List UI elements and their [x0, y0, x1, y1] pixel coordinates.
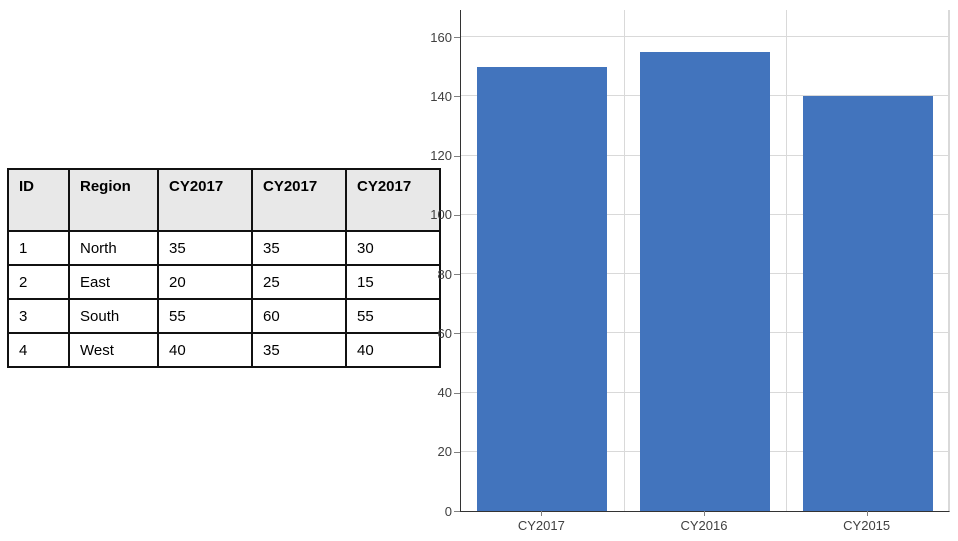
- y-axis-tick-label: 140: [430, 88, 452, 104]
- x-axis-category-label: CY2016: [680, 518, 728, 533]
- bar-cy2016: [640, 51, 770, 511]
- y-axis-tick: [454, 511, 460, 512]
- y-axis-tick-label: 160: [430, 29, 452, 45]
- y-axis-tick: [454, 274, 460, 275]
- bar-cy2015: [802, 96, 933, 511]
- x-axis-tick: [704, 511, 705, 516]
- chart-plot-area: [460, 10, 950, 512]
- table-cell-id: 3: [7, 298, 70, 334]
- table-cell-value: 60: [251, 298, 347, 334]
- table-cell-value: 35: [251, 332, 347, 368]
- table-cell-value: 40: [345, 332, 441, 368]
- gridline-horizontal: [461, 36, 949, 37]
- table-cell-id: 1: [7, 230, 70, 266]
- x-axis-category-label: CY2015: [843, 518, 891, 533]
- table-cell-value: 35: [157, 230, 253, 266]
- gridline-vertical: [623, 10, 625, 511]
- y-axis-tick: [454, 333, 460, 335]
- table-cell-region: East: [68, 264, 159, 300]
- table-cell-region: North: [68, 230, 159, 266]
- bar-chart: 0 20 40 60 80 100 120 140 160 CY2017 CY2016 CY2015: [425, 0, 958, 541]
- table-cell-value: 15: [345, 264, 441, 300]
- table-row-west: 4 West 40 35 40: [7, 332, 441, 368]
- y-axis-tick-label: 80: [437, 266, 452, 282]
- x-axis-category-label: CY2017: [517, 518, 565, 533]
- table-cell-region: South: [68, 298, 159, 334]
- y-axis-tick: [454, 214, 460, 216]
- y-axis-tick: [454, 155, 460, 157]
- table-cell-region: West: [68, 332, 159, 368]
- table-cell-value: 25: [251, 264, 347, 300]
- x-axis-tick: [541, 511, 543, 516]
- table-header-cy2017b: CY2017: [251, 168, 347, 232]
- table-cell-value: 35: [251, 230, 347, 266]
- x-axis-tick: [866, 511, 868, 516]
- table-cell-id: 2: [7, 264, 70, 300]
- y-axis-tick-label: 120: [430, 148, 452, 163]
- y-axis-tick: [454, 96, 460, 98]
- gridline-vertical: [948, 10, 949, 511]
- y-axis-tick-label: 100: [430, 207, 452, 223]
- table-header-region: Region: [68, 168, 159, 232]
- table-cell-id: 4: [7, 332, 70, 368]
- y-axis-tick-label: 20: [437, 444, 452, 460]
- table-header-id: ID: [7, 168, 70, 232]
- y-axis-tick: [454, 37, 460, 38]
- table-row-east: 2 East 20 25 15: [7, 264, 441, 300]
- table-cell-value: 40: [157, 332, 253, 368]
- data-table: ID Region CY2017 CY2017 CY2017 1 North 3…: [7, 168, 441, 368]
- table-cell-value: 30: [345, 230, 441, 266]
- y-axis-tick-label: 40: [437, 385, 452, 400]
- table-cell-value: 20: [157, 264, 253, 300]
- table-header-cy2017c: CY2017: [345, 168, 441, 232]
- table-header-cy2017a: CY2017: [157, 168, 253, 232]
- table-cell-value: 55: [345, 298, 441, 334]
- bar-cy2017: [477, 66, 608, 511]
- table-header-row: ID Region CY2017 CY2017 CY2017: [7, 168, 441, 232]
- y-axis-tick-label: 60: [437, 325, 452, 341]
- table-cell-value: 55: [157, 298, 253, 334]
- table-row-north: 1 North 35 35 30: [7, 230, 441, 266]
- table-row-south: 3 South 55 60 55: [7, 298, 441, 334]
- gridline-vertical: [786, 10, 788, 511]
- y-axis-tick: [454, 392, 460, 394]
- y-axis-tick-label: 0: [444, 503, 452, 519]
- y-axis-tick: [454, 451, 460, 453]
